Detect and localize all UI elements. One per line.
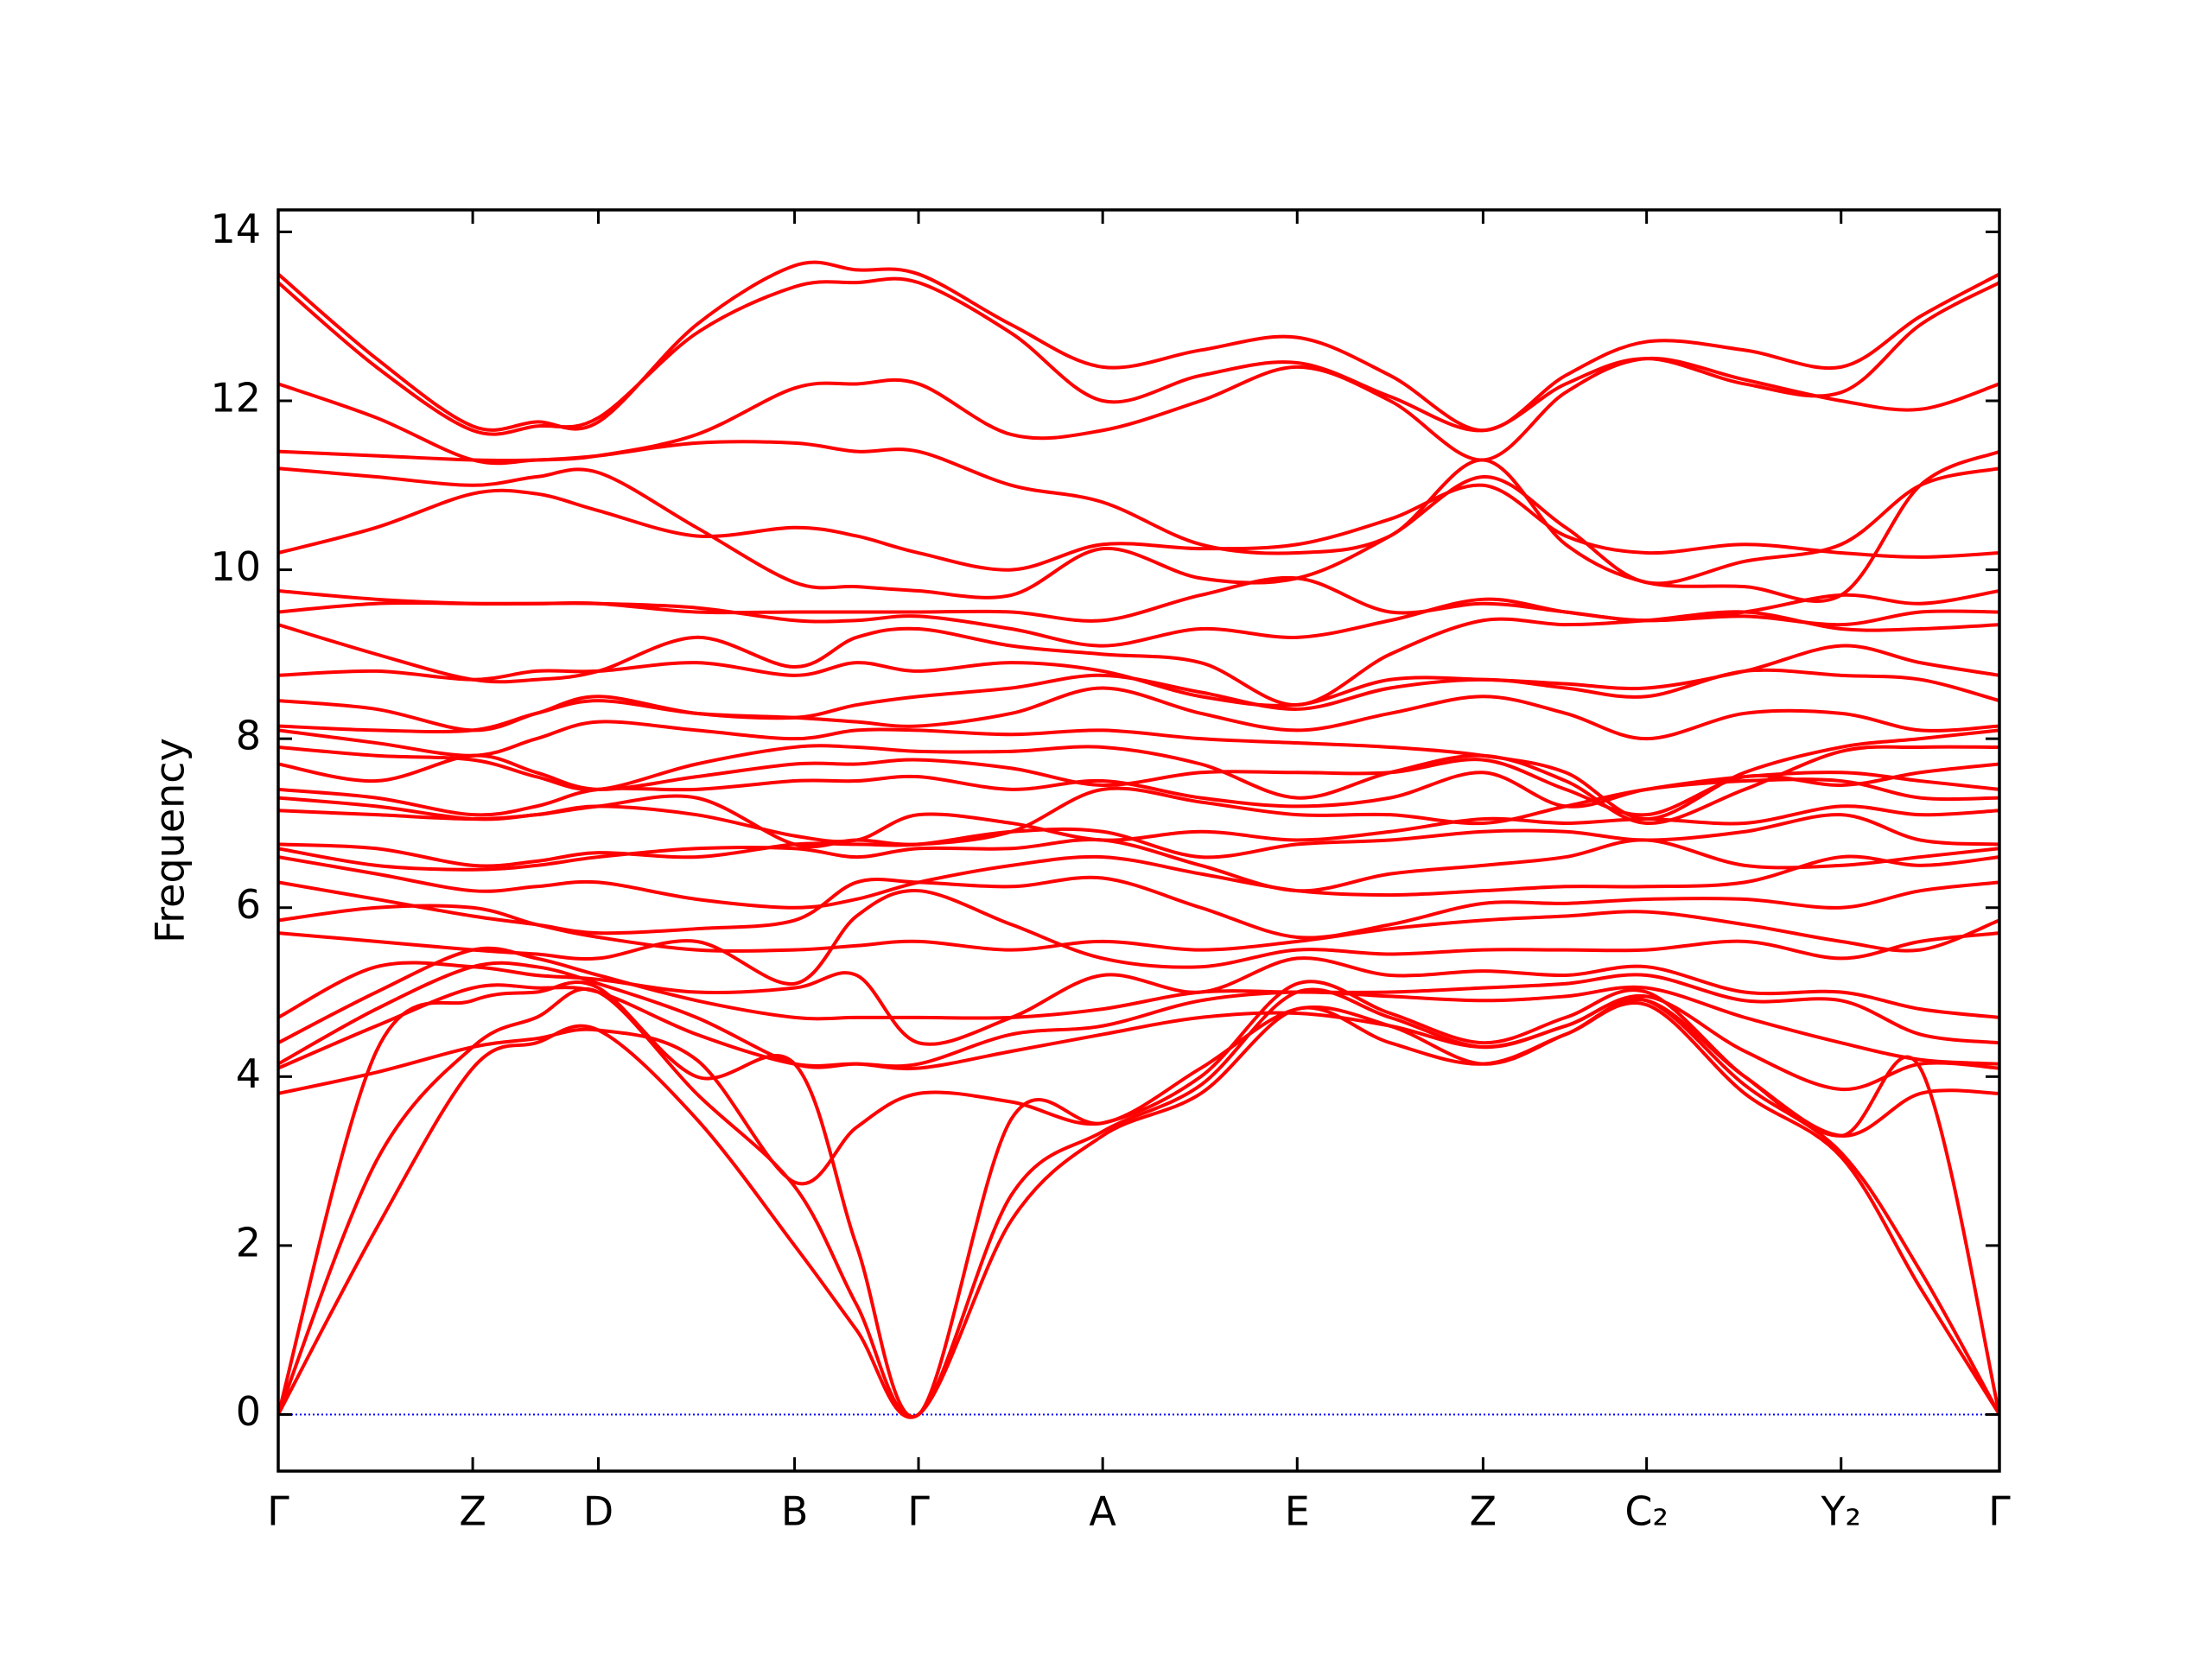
x-tick-label: C₂ <box>1624 1488 1669 1535</box>
band-line <box>278 804 1999 844</box>
band-line <box>278 644 1999 707</box>
band-line <box>278 998 1999 1186</box>
band-line <box>278 956 1999 1046</box>
x-tick-label: Z <box>459 1488 486 1535</box>
band-line <box>278 440 1999 603</box>
band-line <box>278 986 1999 1419</box>
plot-frame <box>276 208 2001 1473</box>
x-tick-label: Z <box>1470 1488 1497 1535</box>
y-axis-label: Frequency <box>147 738 194 943</box>
y-tick-label: 0 <box>236 1388 261 1435</box>
plot-area <box>278 260 1999 1419</box>
band-line <box>278 961 1999 1069</box>
band-line <box>278 466 1999 599</box>
band-line <box>278 483 1999 572</box>
x-tick-label: Y₂ <box>1820 1488 1861 1535</box>
band-line <box>278 720 1999 821</box>
y-tick-label: 12 <box>210 375 261 422</box>
x-tick-label: Γ <box>907 1488 930 1535</box>
band-line <box>278 875 1999 940</box>
x-tick-label: Γ <box>267 1488 289 1535</box>
x-tick-label: B <box>781 1488 809 1535</box>
band-line <box>278 597 1999 648</box>
band-line <box>278 904 1999 953</box>
band-line <box>278 744 1999 825</box>
x-tick-label: D <box>583 1488 613 1535</box>
band-line <box>278 854 1999 910</box>
x-tick-label: E <box>1285 1488 1310 1535</box>
band-line <box>278 889 1999 986</box>
band-line <box>278 813 1999 868</box>
band-line <box>278 777 1999 849</box>
y-tick-label: 10 <box>210 543 261 590</box>
band-line <box>278 356 1999 466</box>
y-tick-label: 4 <box>236 1050 261 1097</box>
band-line <box>278 1001 1999 1419</box>
band-line <box>278 980 1999 1418</box>
x-tick-label: A <box>1089 1488 1116 1535</box>
band-line <box>278 983 1999 1091</box>
band-line <box>278 575 1999 623</box>
y-tick-label: 14 <box>210 206 261 252</box>
y-tick-label: 2 <box>236 1219 261 1266</box>
band-line <box>278 276 1999 436</box>
x-tick-label: Γ <box>1988 1488 2011 1535</box>
y-tick-label: 6 <box>236 881 261 928</box>
band-line <box>278 610 1999 707</box>
y-tick-label: 8 <box>236 713 261 759</box>
band-line <box>278 771 1999 817</box>
band-line <box>278 946 1999 1045</box>
band-line <box>278 260 1999 433</box>
